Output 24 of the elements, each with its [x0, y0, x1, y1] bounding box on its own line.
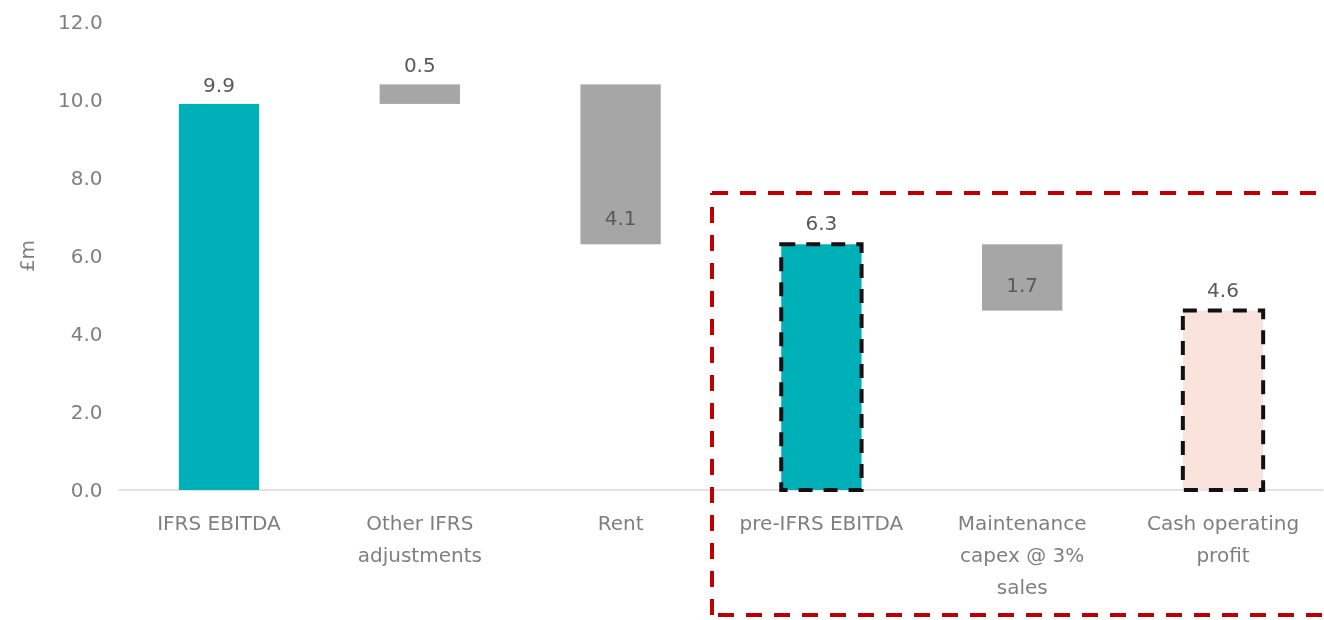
data-label: 6.3 [805, 211, 838, 236]
data-label: 1.7 [1006, 272, 1039, 297]
data-label: 9.9 [203, 72, 235, 97]
bar [379, 84, 460, 104]
x-tick-label: IFRS EBITDA [157, 511, 282, 536]
bar [982, 244, 1063, 311]
y-tick-label: 6.0 [70, 243, 103, 268]
y-tick-label: 4.0 [70, 321, 103, 346]
y-tick-label: 2.0 [70, 399, 103, 424]
y-tick-label: 0.0 [70, 477, 103, 502]
x-tick-label: Cash operating profit [1146, 511, 1300, 568]
y-axis-title: £m [15, 239, 39, 273]
x-tick-label: Other IFRS adjustments [357, 511, 482, 568]
data-label: 4.6 [1207, 277, 1239, 302]
x-tick-label: Rent [597, 511, 644, 536]
bar [178, 103, 260, 490]
y-tick-label: 8.0 [70, 165, 103, 190]
data-label: 0.5 [403, 53, 436, 78]
x-tick-label: pre-IFRS EBITDA [739, 511, 904, 536]
bar [580, 84, 661, 245]
x-tick-label: Maintenance capex @ 3% sales [957, 511, 1087, 600]
y-tick-label: 12.0 [58, 9, 103, 34]
y-tick-label: 10.0 [58, 87, 103, 112]
data-label: 4.1 [604, 206, 637, 231]
